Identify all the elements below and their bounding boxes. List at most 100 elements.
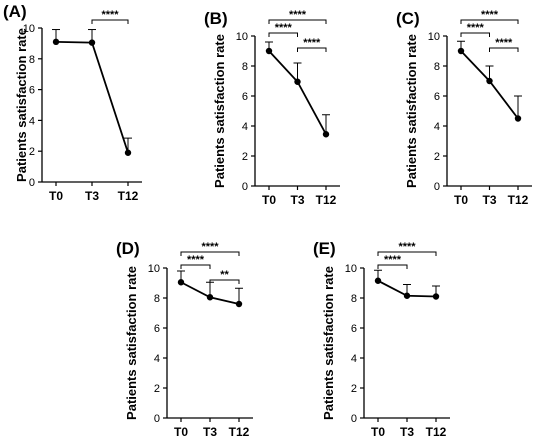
- data-point: [52, 38, 60, 46]
- panel-label: (E): [313, 239, 336, 258]
- y-tick-label: 8: [434, 61, 440, 73]
- significance-label: **: [220, 269, 229, 281]
- significance-bracket: [377, 264, 408, 269]
- x-category-label: T12: [426, 425, 447, 439]
- x-category-label: T0: [454, 193, 468, 207]
- data-point: [514, 115, 522, 122]
- data-point: [265, 47, 273, 55]
- x-category-label: T3: [482, 193, 496, 207]
- panel-label: (D): [116, 239, 140, 258]
- y-tick-label: 4: [434, 121, 440, 133]
- y-axis-label: Patients satisfaction rate: [14, 28, 29, 182]
- significance-label: ****: [398, 241, 416, 253]
- significance-bracket: [377, 251, 437, 256]
- x-category-label: T12: [316, 193, 337, 207]
- chart-panel: (E) Patients satisfaction rate 0 2 4 6 8 10 T0 T3…: [313, 239, 450, 439]
- data-point: [294, 78, 301, 85]
- y-tick-label: 6: [434, 91, 440, 103]
- data-point: [374, 277, 382, 284]
- y-axis-label: Patients satisfaction rate: [321, 266, 336, 420]
- y-tick-label: 6: [29, 85, 35, 97]
- data-point: [322, 131, 330, 138]
- chart-panel: (B) Patients satisfaction rate 0 2 4 6 8 10 T0 T3…: [204, 9, 340, 207]
- significance-bracket: [489, 47, 519, 52]
- data-point: [403, 292, 411, 299]
- panel-label: (A): [3, 2, 27, 21]
- y-tick-label: 8: [242, 61, 248, 73]
- y-tick-label: 4: [242, 121, 248, 133]
- significance-bracket: [268, 19, 327, 24]
- data-point: [457, 47, 465, 55]
- y-tick-label: 10: [428, 31, 440, 43]
- y-tick-label: 10: [345, 263, 357, 275]
- significance-label: ****: [187, 254, 205, 266]
- x-category-label: T12: [229, 425, 250, 439]
- y-tick-label: 6: [351, 323, 357, 335]
- x-category-label: T12: [118, 189, 139, 203]
- y-tick-label: 0: [154, 413, 160, 425]
- y-tick-label: 0: [351, 413, 357, 425]
- chart-panel: (D) Patients satisfaction rate 0 2 4 6 8 10 T0 T3…: [116, 239, 253, 439]
- y-tick-label: 10: [236, 31, 248, 43]
- significance-label: ****: [384, 254, 402, 266]
- x-category-label: T0: [174, 425, 188, 439]
- series-line: [460, 50, 519, 120]
- significance-label: ****: [289, 9, 307, 21]
- data-point: [206, 294, 214, 301]
- x-category-label: T0: [262, 193, 276, 207]
- significance-label: ****: [275, 22, 293, 34]
- data-point: [88, 39, 96, 46]
- significance-bracket: [180, 264, 211, 269]
- x-category-label: T12: [508, 193, 529, 207]
- y-tick-label: 10: [23, 23, 35, 35]
- data-point: [432, 293, 440, 300]
- y-tick-label: 4: [154, 353, 160, 365]
- y-axis-label: Patients satisfaction rate: [404, 34, 419, 188]
- significance-bracket: [180, 251, 240, 256]
- significance-bracket: [268, 32, 298, 37]
- significance-label: ****: [467, 22, 485, 34]
- significance-label: ****: [101, 9, 119, 21]
- significance-bracket: [460, 19, 519, 24]
- x-category-label: T3: [85, 189, 99, 203]
- y-tick-label: 6: [154, 323, 160, 335]
- y-tick-label: 0: [242, 181, 248, 193]
- y-tick-label: 8: [29, 54, 35, 66]
- y-axis-label: Patients satisfaction rate: [124, 266, 139, 420]
- significance-label: ****: [495, 37, 513, 49]
- y-tick-label: 4: [29, 115, 35, 127]
- x-category-label: T3: [400, 425, 414, 439]
- y-tick-label: 0: [434, 181, 440, 193]
- x-category-label: T0: [49, 189, 63, 203]
- significance-bracket: [209, 279, 240, 284]
- y-tick-label: 2: [29, 146, 35, 158]
- y-axis-label: Patients satisfaction rate: [212, 34, 227, 188]
- y-tick-label: 4: [351, 353, 357, 365]
- y-tick-label: 8: [351, 293, 357, 305]
- x-category-label: T3: [203, 425, 217, 439]
- y-tick-label: 2: [154, 383, 160, 395]
- data-point: [486, 77, 493, 85]
- x-category-label: T0: [371, 425, 385, 439]
- y-tick-label: 0: [29, 177, 35, 189]
- y-tick-label: 6: [242, 91, 248, 103]
- significance-label: ****: [201, 241, 219, 253]
- y-tick-label: 10: [148, 263, 160, 275]
- data-point: [124, 149, 132, 156]
- chart-panel: (C) Patients satisfaction rate 0 2 4 6 8 10 T0 T3…: [396, 9, 532, 207]
- data-point: [235, 300, 243, 308]
- significance-bracket: [460, 32, 490, 37]
- y-tick-label: 2: [242, 151, 248, 163]
- significance-label: ****: [303, 37, 321, 49]
- series-line: [55, 40, 129, 154]
- y-tick-label: 2: [351, 383, 357, 395]
- x-category-label: T3: [290, 193, 304, 207]
- significance-bracket: [91, 19, 129, 24]
- panel-label: (B): [204, 9, 228, 28]
- significance-bracket: [297, 47, 327, 52]
- significance-label: ****: [481, 9, 499, 21]
- y-tick-label: 2: [434, 151, 440, 163]
- data-point: [177, 279, 185, 286]
